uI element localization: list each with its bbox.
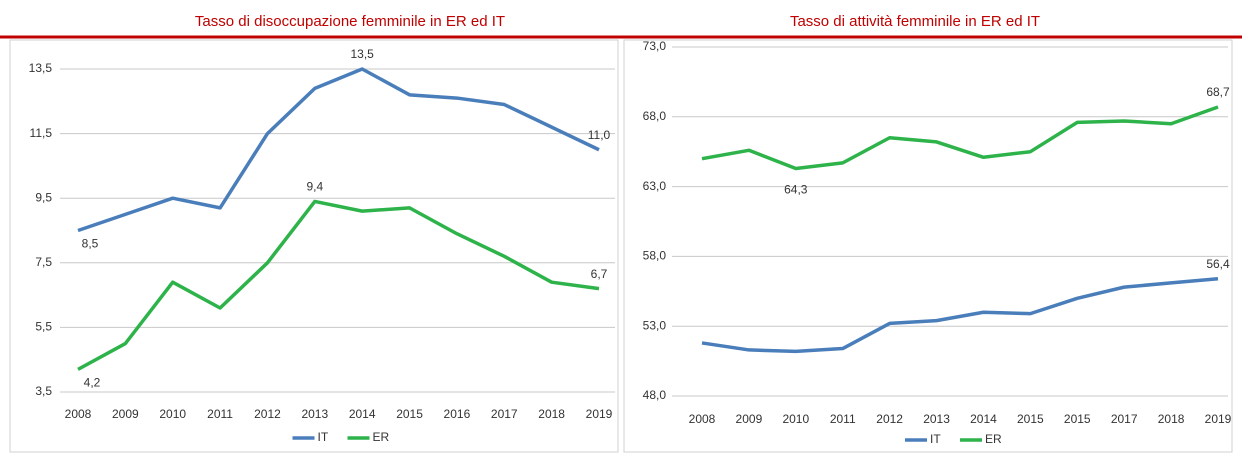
chart-title: Tasso di attività femminile in ER ed IT [790,13,1040,30]
chart-title: Tasso di disoccupazione femminile in ER … [195,13,505,30]
x-tick-label: 2018 [538,407,565,421]
x-tick-label: 2009 [112,407,139,421]
x-tick-label: 2010 [159,407,186,421]
y-tick-label: 13,5 [29,61,53,75]
data-label: 9,4 [306,180,323,194]
data-label: 11,0 [588,128,611,142]
y-tick-label: 63,0 [643,179,667,193]
data-label: 13,5 [351,47,375,61]
y-tick-label: 53,0 [643,318,667,332]
y-tick-label: 5,5 [35,320,52,334]
legend-label: ER [985,432,1002,446]
y-tick-label: 68,0 [643,109,667,123]
x-tick-label: 2015 [396,407,423,421]
x-tick-label: 2017 [1111,412,1138,426]
data-label: 4,2 [84,376,101,390]
series-line [701,276,1219,354]
x-tick-label: 2011 [207,407,233,421]
x-tick-label: 2014 [349,407,376,421]
x-tick-label: 2009 [736,412,763,426]
x-tick-label: 2019 [586,407,613,421]
series-line [77,199,600,371]
chart-frame [9,39,619,453]
x-tick-label: 2016 [444,407,471,421]
x-tick-label: 2010 [782,412,809,426]
series-line [701,105,1219,171]
x-tick-label: 2012 [254,407,281,421]
x-tick-label: 2017 [491,407,518,421]
x-tick-label: 2014 [970,412,997,426]
x-tick-label: 2015 [1064,412,1091,426]
x-tick-label: 2018 [1158,412,1185,426]
legend-label: IT [930,432,941,446]
x-tick-label: 2019 [1205,412,1232,426]
data-label: 8,5 [82,237,99,251]
x-tick-label: 2015 [1017,412,1044,426]
x-tick-label: 2008 [689,412,716,426]
y-tick-label: 7,5 [35,255,52,269]
series-line [77,67,600,233]
chart-frame [623,39,1233,453]
y-tick-label: 58,0 [643,249,667,263]
x-tick-label: 2008 [65,407,92,421]
x-tick-label: 2012 [876,412,903,426]
y-tick-label: 3,5 [35,384,52,398]
data-label: 56,4 [1206,257,1230,271]
x-tick-label: 2013 [301,407,328,421]
legend-label: ER [373,430,390,444]
data-label: 6,7 [591,267,608,281]
x-tick-label: 2013 [923,412,950,426]
x-tick-label: 2011 [830,412,856,426]
y-tick-label: 11,5 [30,126,53,140]
y-tick-label: 48,0 [643,388,667,402]
y-tick-label: 73,0 [643,39,667,53]
legend-label: IT [318,430,329,444]
data-label: 64,3 [784,183,808,197]
data-label: 68,7 [1206,85,1230,99]
y-tick-label: 9,5 [35,190,52,204]
